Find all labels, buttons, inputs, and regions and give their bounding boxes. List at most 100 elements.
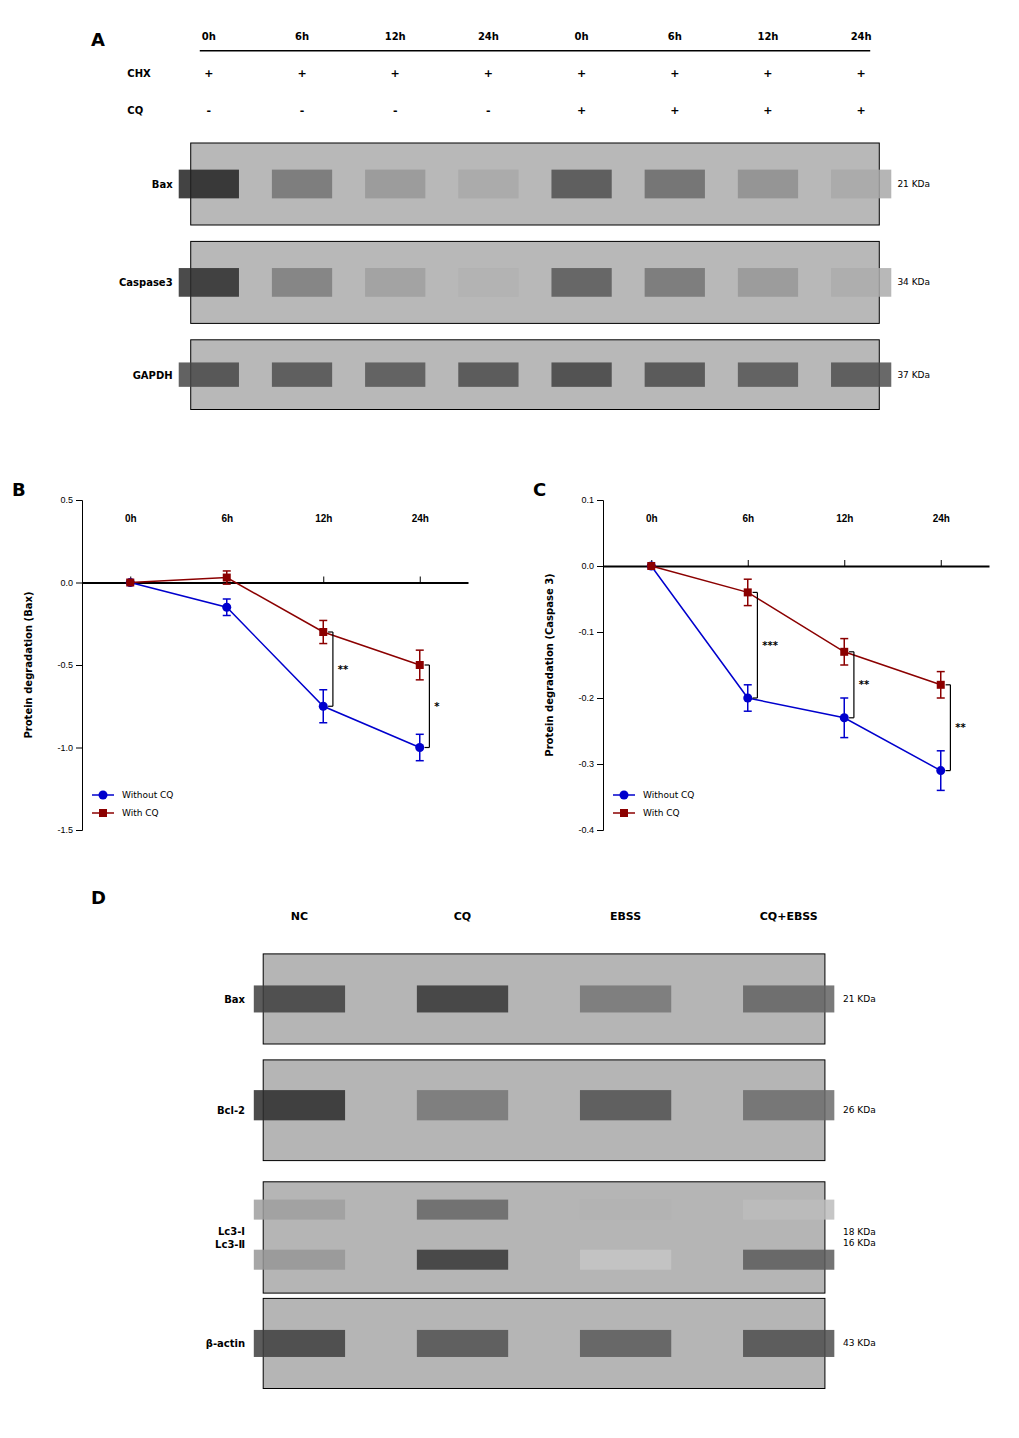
row-label: Bax — [224, 993, 245, 1004]
x-tick-label: 24h — [412, 513, 429, 524]
error-bar — [937, 751, 945, 791]
band — [738, 170, 798, 199]
row-label: Caspase3 — [119, 277, 173, 288]
marker — [223, 574, 231, 582]
y-tick-label: -0.3 — [578, 759, 594, 769]
x-category: 0h — [125, 513, 137, 524]
band — [179, 362, 239, 386]
y-tick-mark — [597, 500, 603, 501]
blot-membrane — [263, 1060, 825, 1161]
error-bar-cap — [840, 697, 848, 699]
band — [831, 268, 891, 297]
kda-label: 43 KDa — [843, 1338, 876, 1348]
series — [647, 562, 945, 698]
blot-membrane — [263, 1182, 825, 1293]
band — [645, 362, 705, 386]
blot-panel: A0h6h12h24h0h6h12h24hCHX++++++++CQ----++… — [91, 29, 930, 410]
y-tick-mark — [76, 748, 82, 749]
error-bar-cap — [840, 737, 848, 739]
marker — [937, 681, 945, 689]
x-axis — [604, 560, 990, 567]
error-bar-cap — [319, 643, 327, 645]
panel-label: B — [12, 479, 26, 500]
band — [417, 1250, 508, 1270]
y-tick-mark — [597, 632, 603, 633]
error-bar-cap — [223, 598, 231, 600]
row-label: β-actin — [206, 1338, 245, 1349]
x-tick-label: 0h — [125, 513, 137, 524]
kda-label: 37 KDa — [897, 370, 930, 380]
error-bar — [937, 672, 945, 698]
significance-label: *** — [762, 640, 778, 651]
band — [458, 268, 518, 297]
panel-label: A — [91, 29, 105, 50]
x-category: 24h — [933, 513, 950, 524]
x-tick — [323, 577, 324, 583]
series-line — [130, 578, 420, 665]
x-tick-label: 6h — [221, 513, 233, 524]
band — [743, 1090, 834, 1120]
x-tick-label: 12h — [315, 513, 332, 524]
x-category-labels: 0h6h12h24h — [646, 513, 950, 524]
legend: Without CQ With CQ — [613, 790, 694, 818]
y-tick: 0.1 — [581, 495, 603, 505]
band — [738, 362, 798, 386]
error-bar-cap — [319, 620, 327, 622]
figure: A0h6h12h24h0h6h12h24hCHX++++++++CQ----++… — [0, 0, 1019, 1438]
error-bar — [319, 620, 327, 643]
y-tick-label: 0.5 — [60, 495, 73, 505]
error-bar-cap — [840, 638, 848, 640]
figure-svg: A0h6h12h24h0h6h12h24hCHX++++++++CQ----++… — [0, 0, 1019, 1438]
condition-sign: + — [391, 67, 400, 80]
y-tick: -0.5 — [57, 660, 82, 670]
y-tick: -0.2 — [578, 693, 603, 703]
y-tick: 0.0 — [581, 561, 603, 571]
significance-bracket — [753, 592, 758, 698]
y-tick-mark — [597, 830, 603, 831]
background — [0, 0, 1019, 1438]
error-bar-cap — [840, 664, 848, 666]
band — [580, 1250, 671, 1270]
legend: Without CQWith CQ — [92, 790, 173, 818]
band — [580, 1090, 671, 1120]
band — [551, 268, 611, 297]
band — [365, 268, 425, 297]
band — [580, 1330, 671, 1357]
error-bar-cap — [319, 722, 327, 724]
x-tick-label: 0h — [646, 513, 658, 524]
condition-sign: + — [670, 67, 679, 80]
legend-label: Without CQ — [643, 790, 694, 800]
error-bar-cap — [937, 750, 945, 752]
x-tick-mark — [941, 560, 942, 566]
row-label: Bax — [152, 179, 173, 190]
bracket-line — [757, 592, 758, 698]
x-tick — [941, 560, 942, 566]
band — [645, 268, 705, 297]
band — [179, 268, 239, 297]
bracket-end — [753, 592, 758, 593]
marker — [936, 766, 945, 775]
kda-label: 26 KDa — [843, 1105, 876, 1115]
y-tick-mark — [76, 830, 82, 831]
error-bar-cap — [744, 578, 752, 580]
marker — [647, 562, 656, 571]
error-bar-cap — [319, 689, 327, 691]
annotations: ******* — [753, 592, 967, 770]
marker — [647, 562, 655, 570]
lane-label: 6h — [668, 31, 682, 42]
legend-label: With CQ — [643, 808, 680, 818]
significance-label: ** — [955, 722, 966, 733]
error-bar — [223, 599, 231, 616]
blot-membrane — [191, 241, 880, 323]
blot-membrane — [263, 1298, 825, 1388]
error-bar — [416, 734, 424, 760]
band — [179, 170, 239, 199]
condition-sign: + — [484, 67, 493, 80]
y-axis-line — [76, 501, 83, 831]
lane-label: 24h — [851, 31, 872, 42]
x-category-labels: 0h 6h 12h 24h — [125, 513, 429, 524]
error-bar-cap — [416, 760, 424, 762]
condition-sign: + — [577, 104, 586, 117]
band — [551, 362, 611, 386]
band — [743, 985, 834, 1012]
